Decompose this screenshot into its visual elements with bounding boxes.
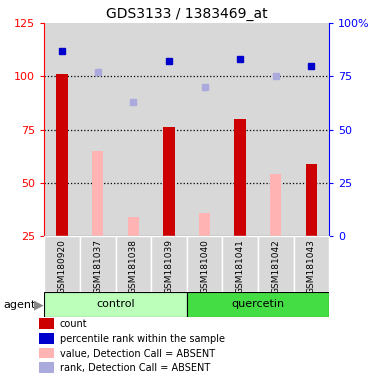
Title: GDS3133 / 1383469_at: GDS3133 / 1383469_at <box>106 7 268 21</box>
Text: agent: agent <box>4 300 36 310</box>
Text: control: control <box>96 299 135 310</box>
Bar <box>44 23 80 236</box>
Bar <box>56 74 68 236</box>
Bar <box>234 119 246 236</box>
FancyBboxPatch shape <box>293 236 329 292</box>
Bar <box>293 23 329 236</box>
FancyBboxPatch shape <box>258 236 293 292</box>
Bar <box>92 151 104 236</box>
FancyBboxPatch shape <box>187 292 329 317</box>
FancyBboxPatch shape <box>151 236 187 292</box>
Text: GSM181037: GSM181037 <box>93 239 102 294</box>
Bar <box>187 23 223 236</box>
Bar <box>258 23 294 236</box>
FancyBboxPatch shape <box>223 236 258 292</box>
Text: rank, Detection Call = ABSENT: rank, Detection Call = ABSENT <box>60 363 210 373</box>
Text: count: count <box>60 319 87 329</box>
Text: percentile rank within the sample: percentile rank within the sample <box>60 334 225 344</box>
Text: GSM181041: GSM181041 <box>236 239 244 294</box>
Text: quercetin: quercetin <box>231 299 285 310</box>
Bar <box>151 23 187 236</box>
FancyBboxPatch shape <box>44 292 187 317</box>
Bar <box>127 217 139 236</box>
FancyBboxPatch shape <box>80 236 116 292</box>
Text: GSM181043: GSM181043 <box>307 239 316 294</box>
Text: GSM181039: GSM181039 <box>164 239 173 294</box>
Bar <box>80 23 116 236</box>
Bar <box>306 164 317 236</box>
Text: GSM181040: GSM181040 <box>200 239 209 294</box>
Bar <box>199 213 210 236</box>
FancyBboxPatch shape <box>44 236 80 292</box>
FancyBboxPatch shape <box>116 236 151 292</box>
Bar <box>116 23 151 236</box>
Bar <box>270 174 281 236</box>
Text: GSM181038: GSM181038 <box>129 239 138 294</box>
Text: GSM180920: GSM180920 <box>58 239 67 294</box>
Text: GSM181042: GSM181042 <box>271 239 280 294</box>
Text: ▶: ▶ <box>34 298 44 311</box>
FancyBboxPatch shape <box>187 236 223 292</box>
Bar <box>223 23 258 236</box>
Bar <box>163 127 175 236</box>
Text: value, Detection Call = ABSENT: value, Detection Call = ABSENT <box>60 349 215 359</box>
